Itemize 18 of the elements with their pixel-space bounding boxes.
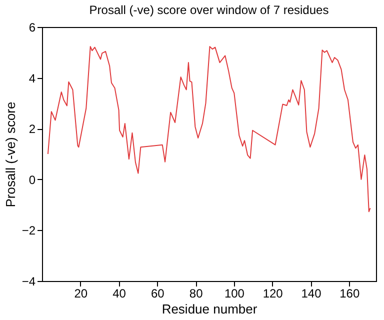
x-tick-label: 100 [224, 286, 245, 300]
chart-title: Prosall (-ve) score over window of 7 residues [89, 3, 329, 17]
y-tick-label: −2 [22, 224, 36, 238]
x-tick-label: 80 [189, 286, 204, 300]
x-tick-label: 140 [301, 286, 322, 300]
x-axis-title: Residue number [162, 302, 258, 316]
y-tick-label: 4 [28, 71, 36, 86]
x-tick-label: 160 [340, 286, 360, 300]
x-tick-label: 40 [112, 286, 126, 300]
y-tick-label: 6 [28, 20, 36, 34]
y-axis-title: Prosall (-ve) score [2, 102, 18, 208]
x-tick-label: 120 [262, 286, 284, 300]
x-tick-label: 20 [74, 286, 88, 300]
y-tick-label: −4 [22, 274, 36, 288]
x-tick-label: 60 [150, 286, 165, 300]
y-tick-label: 0 [28, 172, 36, 187]
y-tick-label: 2 [28, 122, 36, 136]
line-series [47, 46, 371, 212]
